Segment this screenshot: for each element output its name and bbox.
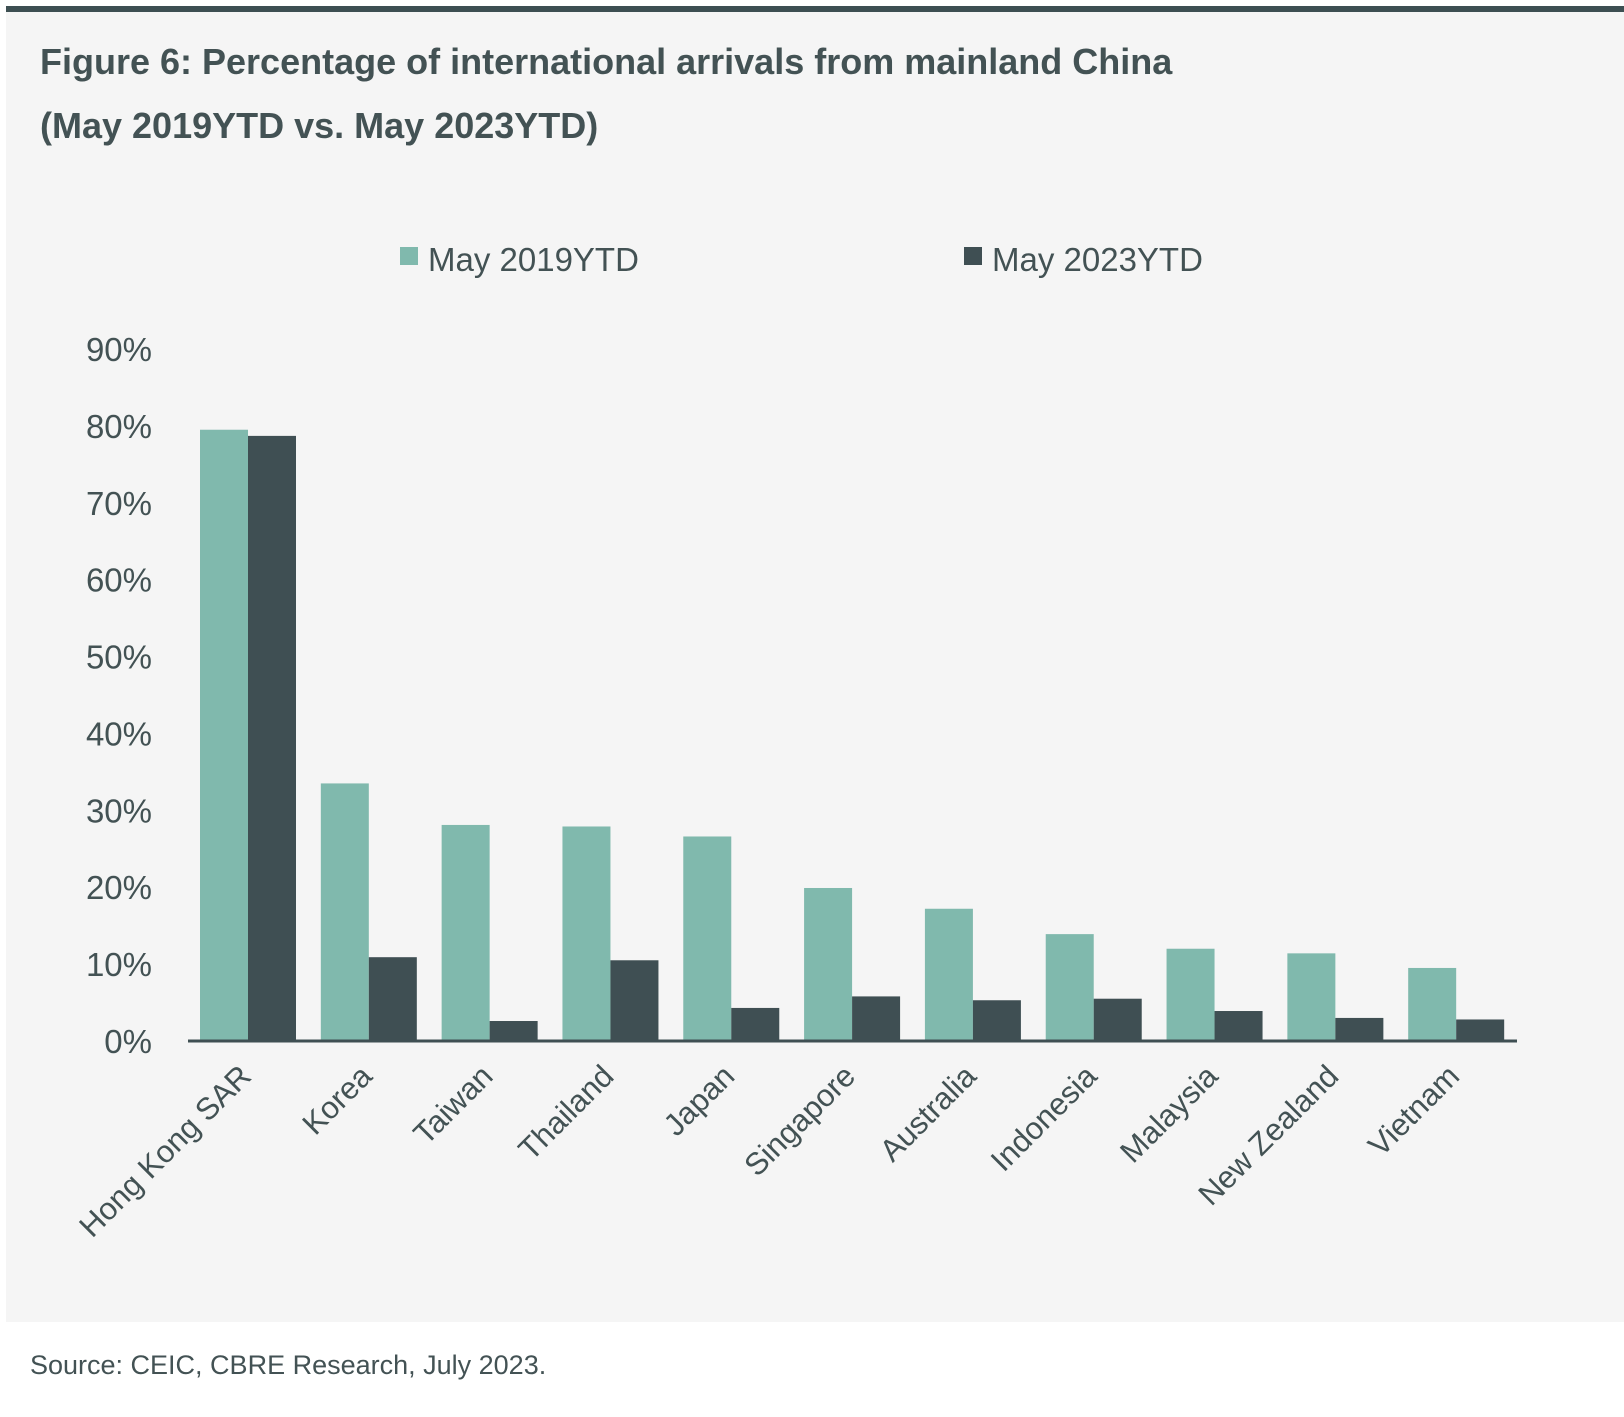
legend: May 2019YTD May 2023YTD xyxy=(400,241,1203,278)
bar-2023-japan xyxy=(731,1007,780,1041)
bar-2019-australia xyxy=(924,908,973,1041)
legend-label-2019: May 2019YTD xyxy=(428,241,639,278)
chart-title: Figure 6: Percentage of international ar… xyxy=(40,30,1580,158)
y-tick-label: 60% xyxy=(86,562,152,599)
chart-title-line2: (May 2019YTD vs. May 2023YTD) xyxy=(40,105,599,146)
bar-2019-taiwan xyxy=(441,824,490,1041)
source-note: Source: CEIC, CBRE Research, July 2023. xyxy=(30,1350,547,1380)
legend-swatch-2023 xyxy=(964,247,982,265)
y-tick-label: 0% xyxy=(104,1023,152,1060)
bar-2023-new-zealand xyxy=(1335,1017,1384,1041)
x-tick-label: Singapore xyxy=(737,1058,862,1183)
chart-title-line1: Figure 6: Percentage of international ar… xyxy=(40,41,1173,82)
x-tick-label: Hong Kong SAR xyxy=(72,1058,258,1244)
legend-label-2023: May 2023YTD xyxy=(992,241,1203,278)
bar-2019-thailand xyxy=(562,826,611,1041)
legend-swatch-2019 xyxy=(400,247,418,265)
bar-2019-korea xyxy=(320,783,369,1041)
bars xyxy=(200,429,1505,1042)
x-tick-label: Vietnam xyxy=(1361,1058,1466,1163)
y-tick-label: 20% xyxy=(86,869,152,906)
bar-2023-korea xyxy=(368,957,417,1041)
bar-2019-japan xyxy=(683,836,732,1041)
x-tick-label: Thailand xyxy=(512,1058,621,1167)
y-tick-label: 70% xyxy=(86,485,152,522)
x-tick-label: Indonesia xyxy=(984,1058,1104,1178)
y-tick-label: 10% xyxy=(86,946,152,983)
bar-chart: May 2019YTD May 2023YTD 0% 10% 20% 30% 40% 50… xyxy=(72,241,1517,1244)
x-tick-label: Japan xyxy=(657,1058,741,1142)
bar-2023-hong-kong-sar xyxy=(248,435,296,1042)
y-tick-label: 80% xyxy=(86,408,152,445)
bar-2023-indonesia xyxy=(1093,998,1142,1041)
x-axis-labels: Hong Kong SAR Korea Taiwan Thailand JapanSin… xyxy=(72,1058,1466,1244)
y-tick-label: 30% xyxy=(86,792,152,829)
bar-2023-taiwan xyxy=(489,1021,538,1041)
bar-2023-singapore xyxy=(852,996,901,1041)
bar-2019-indonesia xyxy=(1045,934,1094,1041)
x-tick-label: Malaysia xyxy=(1113,1058,1225,1170)
bar-2023-vietnam xyxy=(1456,1019,1505,1041)
x-tick-label: Taiwan xyxy=(407,1058,500,1151)
top-rule xyxy=(6,6,1624,12)
bar-2019-singapore xyxy=(804,887,853,1041)
y-tick-label: 90% xyxy=(86,331,152,368)
bar-2019-malaysia xyxy=(1166,948,1215,1041)
x-tick-label: Australia xyxy=(873,1058,984,1169)
bar-2019-hong-kong-sar xyxy=(200,429,248,1041)
bar-2019-vietnam xyxy=(1408,967,1457,1041)
y-tick-label: 40% xyxy=(86,715,152,752)
bar-2019-new-zealand xyxy=(1287,953,1336,1041)
bar-2023-thailand xyxy=(610,960,659,1041)
x-tick-label: Korea xyxy=(296,1058,380,1142)
bar-2023-malaysia xyxy=(1214,1011,1263,1041)
y-tick-label: 50% xyxy=(86,639,152,676)
y-axis-ticks: 0% 10% 20% 30% 40% 50% 60% 70% 80% 90% xyxy=(86,331,152,1060)
bar-2023-australia xyxy=(972,1000,1021,1041)
